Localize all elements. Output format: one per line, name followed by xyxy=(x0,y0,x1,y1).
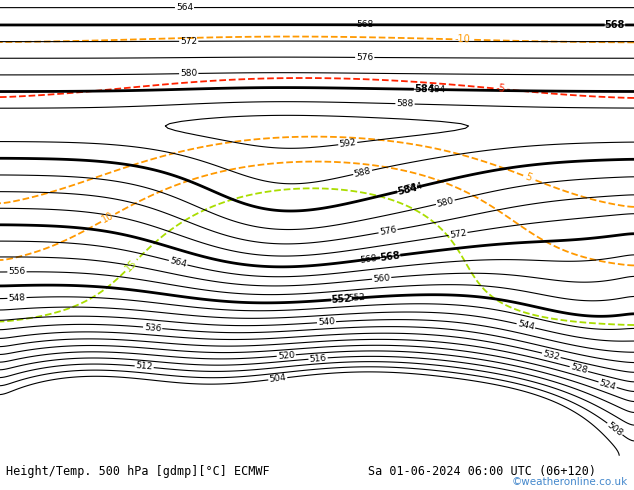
Text: 540: 540 xyxy=(318,317,335,327)
Text: 524: 524 xyxy=(598,378,617,392)
Text: 556: 556 xyxy=(8,267,25,276)
Text: 580: 580 xyxy=(180,69,197,78)
Text: 544: 544 xyxy=(517,319,535,332)
Text: ©weatheronline.co.uk: ©weatheronline.co.uk xyxy=(512,477,628,487)
Text: 516: 516 xyxy=(309,353,327,364)
Text: 15: 15 xyxy=(123,258,139,273)
Text: -5: -5 xyxy=(495,83,506,95)
Text: Height/Temp. 500 hPa [gdmp][°C] ECMWF: Height/Temp. 500 hPa [gdmp][°C] ECMWF xyxy=(6,465,270,478)
Text: 548: 548 xyxy=(8,293,26,303)
Text: 564: 564 xyxy=(176,3,193,12)
Text: 572: 572 xyxy=(449,228,467,240)
Text: 10: 10 xyxy=(100,211,116,225)
Text: -10: -10 xyxy=(454,34,470,45)
Text: 568: 568 xyxy=(379,250,401,263)
Text: 552: 552 xyxy=(331,294,352,305)
Text: 568: 568 xyxy=(356,20,373,29)
Text: 532: 532 xyxy=(542,349,560,362)
Text: 560: 560 xyxy=(373,273,391,284)
Text: 536: 536 xyxy=(144,322,162,333)
Text: 576: 576 xyxy=(378,225,398,237)
Text: 520: 520 xyxy=(277,350,295,361)
Text: 512: 512 xyxy=(135,362,153,372)
Text: Sa 01-06-2024 06:00 UTC (06+120): Sa 01-06-2024 06:00 UTC (06+120) xyxy=(368,465,596,478)
Text: 528: 528 xyxy=(569,363,588,376)
Text: 552: 552 xyxy=(347,293,365,303)
Text: 584: 584 xyxy=(396,182,418,196)
Text: 588: 588 xyxy=(396,99,414,109)
Text: 576: 576 xyxy=(356,53,373,62)
Text: 580: 580 xyxy=(436,196,455,209)
Text: 584: 584 xyxy=(405,181,424,194)
Text: 572: 572 xyxy=(180,37,197,46)
Text: 504: 504 xyxy=(269,373,287,384)
Text: 564: 564 xyxy=(169,256,188,269)
Text: 592: 592 xyxy=(339,138,357,149)
Text: 584: 584 xyxy=(428,85,446,94)
Text: 5: 5 xyxy=(523,172,533,183)
Text: 508: 508 xyxy=(605,420,624,438)
Text: 584: 584 xyxy=(414,84,434,95)
Text: 568: 568 xyxy=(360,254,378,265)
Text: 588: 588 xyxy=(353,166,372,179)
Text: 568: 568 xyxy=(605,20,625,30)
